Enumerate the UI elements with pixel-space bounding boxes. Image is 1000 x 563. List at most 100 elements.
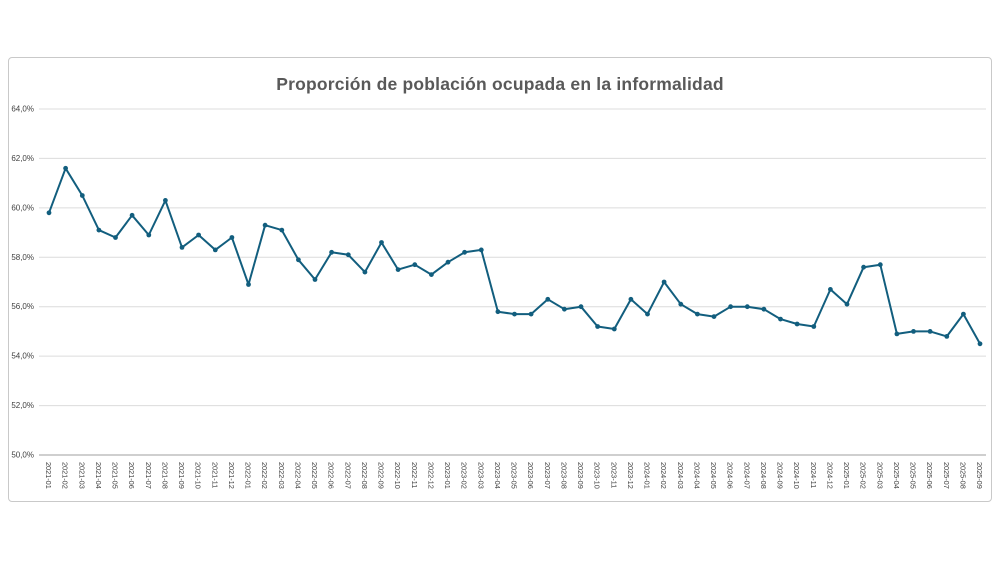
x-axis-tick-label: 2023-06 xyxy=(526,462,535,489)
x-axis-tick-label: 2024-12 xyxy=(825,462,834,489)
data-point-marker xyxy=(279,227,285,233)
data-point-marker xyxy=(961,311,966,317)
x-axis-tick-label: 2023-05 xyxy=(510,462,519,489)
data-point-marker xyxy=(711,314,717,319)
x-axis-tick-label: 2021-07 xyxy=(144,462,153,489)
y-axis-tick-label: 62,0% xyxy=(11,154,34,163)
x-axis-tick-label: 2024-01 xyxy=(643,462,652,489)
x-axis-tick-label: 2022-03 xyxy=(277,462,286,489)
chart-panel: Proporción de población ocupada en la in… xyxy=(8,57,992,502)
data-point-marker xyxy=(744,304,750,310)
x-axis-tick-label: 2025-07 xyxy=(942,462,951,489)
x-axis-tick-label: 2024-03 xyxy=(676,462,685,489)
x-axis-tick-label: 2022-02 xyxy=(260,462,269,489)
x-axis-tick-label: 2024-02 xyxy=(659,462,668,489)
x-axis-tick-label: 2024-07 xyxy=(742,462,751,489)
x-axis-tick-label: 2025-05 xyxy=(909,462,918,489)
y-axis-tick-label: 56,0% xyxy=(11,302,34,311)
y-axis-tick-label: 60,0% xyxy=(11,203,34,212)
data-point-marker xyxy=(578,304,584,310)
data-point-marker xyxy=(844,301,850,307)
x-axis-tick-label: 2023-04 xyxy=(493,462,502,489)
data-point-marker xyxy=(196,232,202,238)
x-axis-tick-label: 2021-01 xyxy=(44,462,53,489)
x-axis-tick-label: 2022-01 xyxy=(244,462,253,489)
data-point-marker xyxy=(728,304,733,310)
data-point-marker xyxy=(761,306,767,312)
x-axis-tick-label: 2022-05 xyxy=(310,462,319,489)
data-point-marker xyxy=(628,296,634,302)
data-point-marker xyxy=(545,296,551,302)
x-axis-tick-label: 2022-07 xyxy=(343,462,352,489)
data-point-marker xyxy=(429,272,434,277)
data-point-marker xyxy=(927,329,933,334)
data-point-marker xyxy=(129,212,135,218)
x-axis-tick-label: 2023-10 xyxy=(593,462,602,489)
data-point-marker xyxy=(46,210,52,216)
x-axis-tick-label: 2022-12 xyxy=(426,462,435,489)
x-axis-tick-label: 2024-11 xyxy=(809,462,818,488)
data-point-marker xyxy=(678,301,684,307)
x-axis-tick-label: 2021-03 xyxy=(77,462,86,489)
x-axis-tick-label: 2021-09 xyxy=(177,462,186,489)
x-axis-tick-label: 2023-12 xyxy=(626,462,635,489)
data-point-marker xyxy=(163,198,168,203)
data-point-marker xyxy=(512,311,517,317)
data-point-marker xyxy=(828,287,833,292)
x-axis-tick-label: 2024-08 xyxy=(759,462,768,489)
data-point-marker xyxy=(861,264,866,270)
data-point-marker xyxy=(379,240,384,245)
data-point-marker xyxy=(562,306,567,312)
x-axis-tick-label: 2021-05 xyxy=(111,462,120,489)
x-axis-tick-label: 2024-06 xyxy=(726,462,735,489)
data-point-marker xyxy=(977,341,983,347)
x-axis-tick-label: 2025-04 xyxy=(892,462,901,489)
data-point-marker xyxy=(445,259,451,265)
data-point-marker xyxy=(778,316,783,322)
data-point-marker xyxy=(877,262,883,268)
x-axis-tick-label: 2021-06 xyxy=(127,462,136,489)
x-axis-tick-label: 2023-11 xyxy=(609,462,618,488)
data-point-marker xyxy=(113,235,118,240)
x-axis-tick-label: 2021-12 xyxy=(227,462,236,489)
data-point-marker xyxy=(811,324,817,329)
data-point-marker xyxy=(944,334,950,339)
x-axis-tick-label: 2023-08 xyxy=(559,462,568,489)
x-axis-tick-label: 2024-04 xyxy=(692,462,701,489)
x-axis-tick-label: 2025-01 xyxy=(842,462,851,489)
data-point-marker xyxy=(661,279,667,285)
data-point-marker xyxy=(911,329,916,334)
line-chart-plot-area: 50,0% 52,0% 54,0% 56,0% 58,0% 60,0% 62,0% 64,0%… xyxy=(11,105,986,489)
x-axis-tick-label: 2022-11 xyxy=(410,462,419,488)
x-axis-tick-label: 2023-01 xyxy=(443,462,452,489)
data-point-marker xyxy=(229,235,235,240)
data-point-marker xyxy=(212,247,218,253)
y-axis-tick-label: 64,0% xyxy=(11,105,34,114)
x-axis-tick-label: 2022-08 xyxy=(360,462,369,489)
x-axis-tick-label: 2021-02 xyxy=(61,462,70,489)
x-axis-tick-label: 2024-09 xyxy=(776,462,785,489)
data-point-marker xyxy=(262,222,268,228)
y-axis-tick-label: 54,0% xyxy=(11,352,34,361)
data-point-marker xyxy=(329,249,334,255)
x-axis-tick-label: 2023-02 xyxy=(460,462,469,489)
x-axis-tick-label: 2024-05 xyxy=(709,462,718,489)
data-point-marker xyxy=(528,311,534,317)
x-axis-tick-label: 2023-03 xyxy=(476,462,485,489)
x-axis-tick-label: 2021-11 xyxy=(210,462,219,488)
data-point-marker xyxy=(296,257,301,263)
data-point-marker xyxy=(362,269,368,275)
x-axis-tick-label: 2025-03 xyxy=(875,462,884,489)
data-point-marker xyxy=(395,267,401,272)
data-point-marker xyxy=(412,262,418,268)
data-point-marker xyxy=(611,326,617,332)
y-axis-tick-label: 52,0% xyxy=(11,401,34,410)
data-point-marker xyxy=(179,245,185,250)
x-axis-tick-label: 2025-02 xyxy=(859,462,868,489)
data-point-marker xyxy=(462,249,467,255)
data-point-marker xyxy=(695,311,700,317)
x-axis-tick-label: 2025-06 xyxy=(925,462,934,489)
data-point-marker xyxy=(645,311,650,317)
x-axis-tick-label: 2023-07 xyxy=(543,462,552,489)
